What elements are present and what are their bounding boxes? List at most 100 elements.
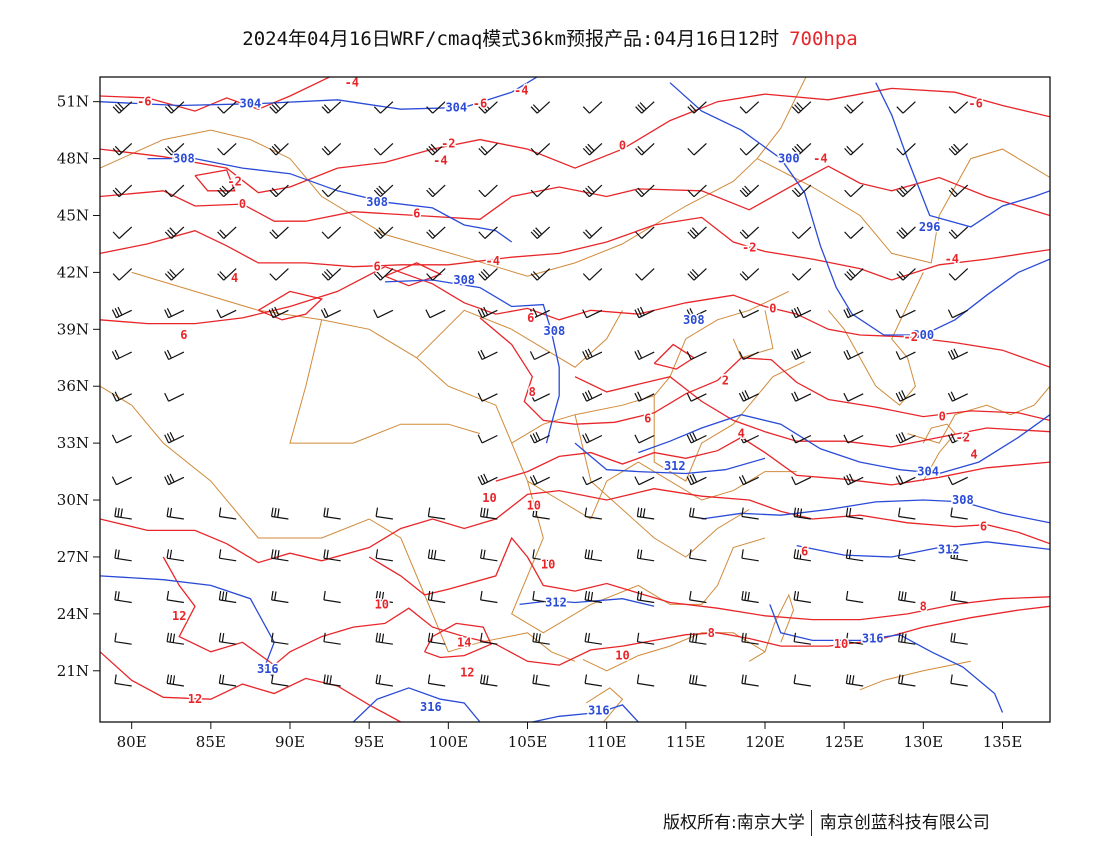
temperature-label: 0	[939, 410, 946, 424]
height-contour	[796, 541, 1050, 558]
wind-barb	[791, 101, 812, 114]
wind-barb	[950, 590, 968, 604]
lat-label: 24N	[57, 605, 89, 623]
wind-barb	[950, 507, 968, 520]
wind-barb	[898, 674, 916, 687]
lat-label: 27N	[57, 548, 89, 566]
temperature-label: 10	[527, 499, 541, 513]
wind-barb	[584, 674, 602, 687]
height-label: 308	[952, 493, 974, 507]
wind-barb	[687, 226, 707, 239]
temperature-contour	[100, 265, 1050, 368]
temperature-contour	[495, 436, 1050, 486]
wind-barb	[217, 101, 237, 114]
wind-barb	[164, 142, 185, 156]
wind-barb	[427, 549, 446, 562]
wind-barb	[947, 476, 968, 486]
border-line	[584, 687, 624, 722]
lat-label: 39N	[57, 320, 89, 338]
wind-barb	[634, 434, 655, 444]
border-line	[922, 423, 956, 482]
border-line	[574, 414, 750, 558]
wind-barb	[321, 101, 342, 114]
wind-barb	[635, 142, 655, 156]
height-contour	[574, 442, 766, 475]
wind-barb	[532, 507, 550, 520]
wind-barb	[269, 142, 289, 156]
temperature-label: 6	[644, 412, 651, 426]
wind-barb	[687, 142, 707, 156]
lon-label: 105E	[508, 733, 548, 751]
wind-barb	[686, 473, 707, 486]
wind-barb	[111, 434, 132, 444]
border-line	[416, 309, 623, 368]
wind-barb	[427, 632, 446, 645]
temperature-label: -2	[441, 136, 455, 150]
wind-barb	[114, 674, 132, 687]
wind-barb	[896, 226, 916, 239]
wind-barb	[686, 351, 707, 361]
footer-divider	[810, 810, 812, 836]
height-label: 316	[257, 662, 279, 676]
wind-barb	[112, 101, 133, 114]
wind-barb	[217, 226, 237, 239]
wind-barb	[947, 391, 968, 402]
wind-barb	[791, 142, 812, 156]
wind-barb	[373, 268, 394, 281]
wind-barb	[738, 390, 759, 402]
map-frame	[99, 76, 1051, 723]
wind-barb	[375, 590, 393, 604]
wind-barb	[844, 142, 864, 156]
temperature-label: -4	[813, 152, 827, 166]
wind-barb	[323, 549, 341, 562]
wind-barb	[427, 674, 446, 687]
temperature-contour	[100, 488, 1050, 564]
wind-barb	[321, 142, 342, 156]
wind-barb	[164, 349, 185, 361]
temperature-label: 8	[708, 626, 715, 640]
pressure-level: 700hpa	[789, 28, 858, 50]
wind-barb	[845, 507, 864, 520]
wind-barb	[582, 476, 603, 486]
height-contour	[669, 82, 1050, 336]
wind-barb	[320, 308, 341, 319]
wind-barb	[323, 590, 341, 604]
wind-barb	[896, 142, 916, 156]
lat-label: 48N	[57, 150, 89, 168]
wind-barb	[375, 549, 393, 562]
wind-barb	[895, 431, 916, 444]
wind-barb	[687, 268, 707, 281]
wind-barb	[948, 268, 969, 281]
temperature-label: -6	[137, 95, 151, 109]
wind-barb	[741, 590, 759, 604]
wind-barb	[164, 392, 185, 402]
wind-barb	[532, 674, 550, 687]
wind-barb	[844, 226, 864, 239]
temperature-label: 0	[619, 138, 626, 152]
wind-barb	[166, 549, 184, 562]
wind-barb	[111, 349, 132, 361]
wind-barb	[164, 184, 185, 198]
temperature-label: 6	[527, 311, 534, 325]
height-label: 316	[862, 632, 884, 646]
wind-barb	[635, 226, 655, 239]
wind-barb	[480, 507, 498, 520]
temperature-label: 0	[239, 197, 246, 211]
wind-barb	[739, 101, 760, 114]
wind-barb	[166, 590, 184, 604]
lon-label: 95E	[354, 733, 384, 751]
wind-barb	[898, 632, 916, 645]
wind-barb	[321, 268, 342, 281]
wind-barb	[112, 268, 133, 281]
height-contour	[352, 687, 481, 722]
height-contour	[147, 157, 513, 243]
lon-label: 120E	[745, 733, 785, 751]
wind-barb	[739, 226, 760, 239]
temperature-contour	[384, 262, 443, 287]
wind-barb	[373, 226, 394, 239]
lat-label: 21N	[57, 662, 89, 680]
wind-barb	[271, 549, 289, 562]
wind-barb	[843, 308, 864, 319]
border-line	[131, 271, 592, 520]
